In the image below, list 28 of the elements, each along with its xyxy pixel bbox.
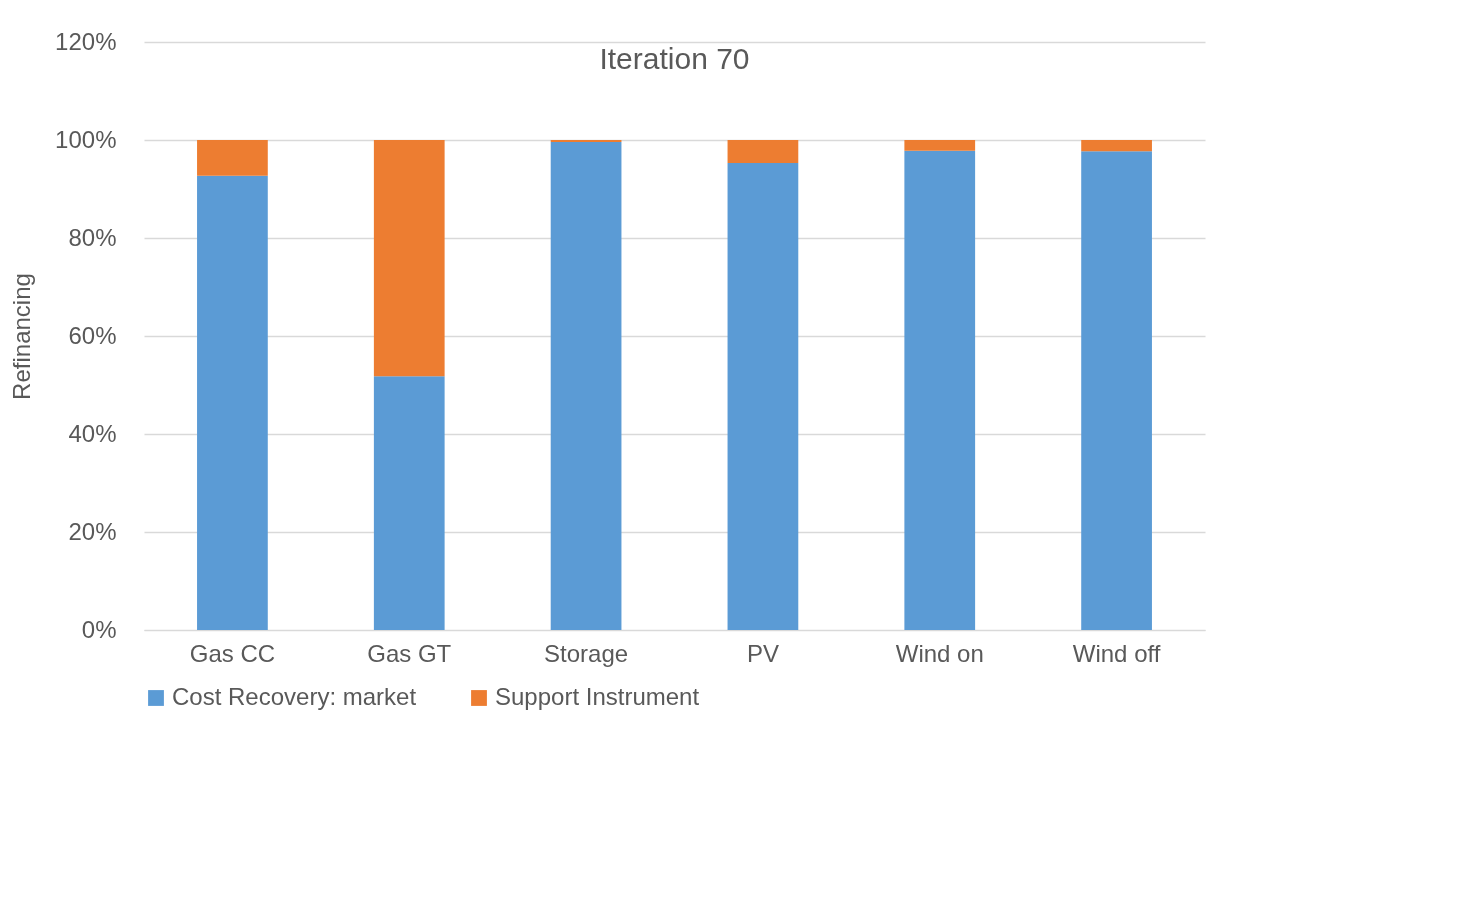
y-tick-label: 120% — [55, 27, 117, 55]
bar — [197, 175, 268, 630]
bar — [727, 163, 799, 630]
bar — [727, 140, 799, 164]
bar — [1081, 140, 1152, 152]
y-tick-label: 60% — [68, 321, 117, 349]
bar — [373, 140, 445, 377]
y-tick-label: 40% — [68, 419, 117, 447]
legend-label: Cost Recovery: market — [172, 683, 417, 710]
bar — [373, 376, 445, 630]
bar — [904, 140, 976, 151]
y-tick-label: 100% — [55, 125, 117, 153]
bar — [904, 150, 976, 630]
y-tick-label: 80% — [68, 223, 117, 251]
legend-label: Support Instrument — [495, 683, 700, 710]
x-tick-label: Gas CC — [189, 639, 276, 667]
chart-title: Iteration 70 — [599, 42, 750, 75]
y-tick-label: 20% — [68, 517, 117, 545]
x-tick-label: Wind off — [1072, 639, 1161, 667]
x-tick-label: Storage — [544, 639, 629, 667]
x-tick-label: Gas GT — [367, 639, 452, 667]
y-axis-title: Refinancing — [8, 273, 36, 400]
x-tick-label: PV — [746, 639, 779, 667]
bar — [1081, 151, 1152, 630]
y-tick-label: 0% — [81, 615, 117, 643]
bar — [550, 141, 622, 630]
bar — [197, 140, 268, 176]
x-tick-label: Wind on — [895, 639, 984, 667]
